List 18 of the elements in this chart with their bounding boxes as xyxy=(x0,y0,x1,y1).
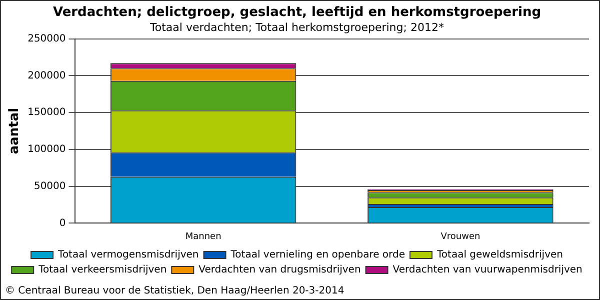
legend-label: Verdachten van vuurwapenmisdrijven xyxy=(392,264,582,276)
text: © Centraal Bureau voor de Statistiek, Den Haag/Heerlen 20-3-2014 xyxy=(5,286,344,297)
x-tick-label: Mannen xyxy=(185,232,222,242)
y-tick-label: 200000 xyxy=(28,70,66,82)
chart-subtitle: Totaal verdachten; Totaal herkomstgroepering; 2012* xyxy=(149,21,444,34)
y-tick-label: 0 xyxy=(59,218,66,229)
chart-title: Verdachten; delictgroep, geslacht, leeftijd en herkomstgroepering xyxy=(52,5,542,20)
legend-label: Totaal geweldsmisdrijven xyxy=(436,250,563,261)
legend-label: Totaal verkeersmisdrijven xyxy=(38,264,167,276)
x-tick-label: Vrouwen xyxy=(440,232,480,242)
y-tick-label: 150000 xyxy=(28,107,66,118)
y-axis-title: aantal xyxy=(7,108,22,154)
legend-label: Verdachten van drugsmisdrijven xyxy=(198,264,361,276)
legend-label: Totaal vermogensmisdrijven xyxy=(57,250,199,261)
y-tick-label: 100000 xyxy=(28,144,66,156)
y-tick-label: 50000 xyxy=(34,180,66,192)
y-tick-label: 250000 xyxy=(28,33,66,44)
legend-label: Totaal vernieling en openbare orde xyxy=(230,250,405,261)
